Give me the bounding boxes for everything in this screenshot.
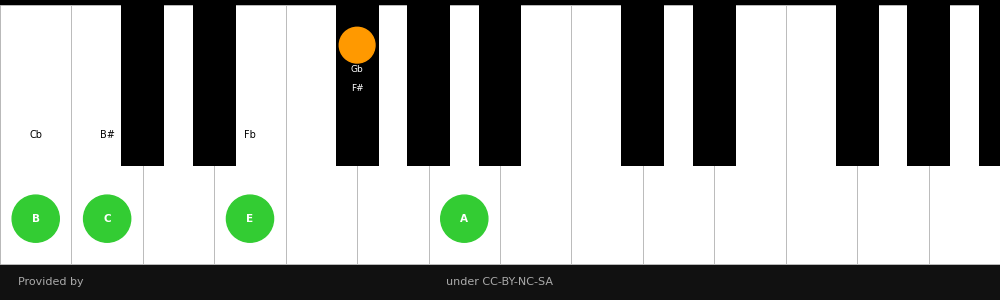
Text: C: C [103,214,111,224]
Bar [429,5,500,264]
Bar [836,5,879,166]
Bar [714,5,786,264]
Bar [286,5,357,264]
Bar [929,5,1000,264]
Bar [121,5,164,166]
Text: under CC-BY-NC-SA: under CC-BY-NC-SA [446,277,554,287]
Bar [571,5,643,264]
Bar [336,5,379,166]
Bar [907,5,950,166]
Bar [0,5,71,264]
Bar [979,5,1000,166]
Text: E: E [246,214,254,224]
Text: Gb: Gb [351,65,364,74]
Bar [0,264,1000,300]
Circle shape [84,195,131,242]
Bar [71,5,143,264]
Text: Provided by: Provided by [18,277,84,287]
Bar [857,5,929,264]
Bar [357,5,429,264]
Text: B#: B# [100,130,115,140]
Bar [143,5,214,264]
Bar [500,5,571,264]
Text: Fb: Fb [244,130,256,140]
Circle shape [339,27,375,63]
Text: Cb: Cb [29,130,42,140]
Text: F#: F# [351,84,363,93]
Bar [407,5,450,166]
Bar [214,5,286,264]
Circle shape [226,195,274,242]
Circle shape [441,195,488,242]
Bar [621,5,664,166]
Bar [786,5,857,264]
Bar [643,5,714,264]
Bar [693,5,736,166]
Text: B: B [32,214,40,224]
Bar [479,5,521,166]
Bar [193,5,236,166]
Text: A: A [460,214,468,224]
Circle shape [12,195,59,242]
